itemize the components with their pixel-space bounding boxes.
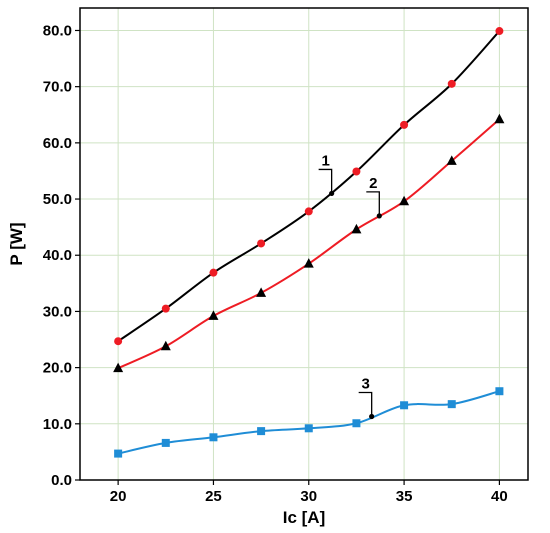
series-1-point: [352, 167, 361, 176]
annotation-leader: [318, 168, 333, 194]
series-layer: [113, 27, 505, 458]
plot-area-frame: [79, 7, 529, 481]
series-2-point: [351, 223, 362, 234]
y-tick-label: 30.0: [43, 303, 72, 320]
annotation-leader: [358, 391, 373, 417]
annotation-label: 3: [362, 376, 370, 393]
series-1-point: [304, 207, 313, 216]
annotation-label: 2: [369, 175, 377, 192]
series-2-point: [303, 258, 314, 268]
series-2-point: [446, 155, 457, 165]
y-tick-label: 0.0: [51, 472, 72, 489]
series-2-point: [208, 310, 219, 320]
y-axis-label: P [W]: [7, 222, 26, 265]
tick-layer: 20 25 30 35 40 0.0 10.0 20.0 30.0 40.0 50.0 60.0 70.…: [43, 22, 508, 505]
series-3-point: [257, 427, 266, 436]
series-3-point: [161, 438, 170, 447]
x-axis-label: Ic [A]: [283, 508, 326, 527]
series-3-point: [304, 424, 313, 433]
series-3-point: [209, 433, 218, 442]
y-tick-label: 40.0: [43, 247, 72, 264]
y-tick-label: 20.0: [43, 360, 72, 377]
x-tick-label: 30: [300, 488, 317, 505]
series-1-point: [447, 79, 456, 88]
series-3-point: [114, 449, 123, 458]
annotation-label: 1: [321, 152, 329, 169]
series-2-point: [399, 195, 410, 206]
annotation-leader: [366, 191, 380, 216]
series-1-point: [257, 239, 266, 248]
y-tick-label: 70.0: [43, 79, 72, 96]
series-2-point: [160, 340, 171, 351]
series-3-point: [495, 387, 504, 396]
y-tick-label: 80.0: [43, 22, 72, 39]
series-1-point: [209, 268, 218, 277]
series-3-point: [352, 419, 361, 428]
series-1-point: [400, 120, 409, 129]
series-1-point: [161, 304, 170, 313]
annotation-layer: 1 2 3: [318, 152, 382, 420]
series-1-point: [114, 337, 123, 346]
series-3-point: [400, 401, 409, 410]
y-tick-label: 50.0: [43, 191, 72, 208]
grid: [80, 8, 528, 480]
x-tick-label: 40: [491, 488, 508, 505]
x-tick-label: 25: [205, 488, 222, 505]
x-tick-label: 35: [396, 488, 413, 505]
series-2-point: [494, 113, 505, 124]
series-2-point: [113, 362, 124, 373]
y-tick-label: 60.0: [43, 135, 72, 152]
series-1-point: [495, 27, 504, 36]
series-2-point: [256, 287, 267, 297]
series-3-point: [447, 400, 456, 409]
y-tick-label: 10.0: [43, 416, 72, 433]
x-tick-label: 20: [110, 488, 127, 505]
